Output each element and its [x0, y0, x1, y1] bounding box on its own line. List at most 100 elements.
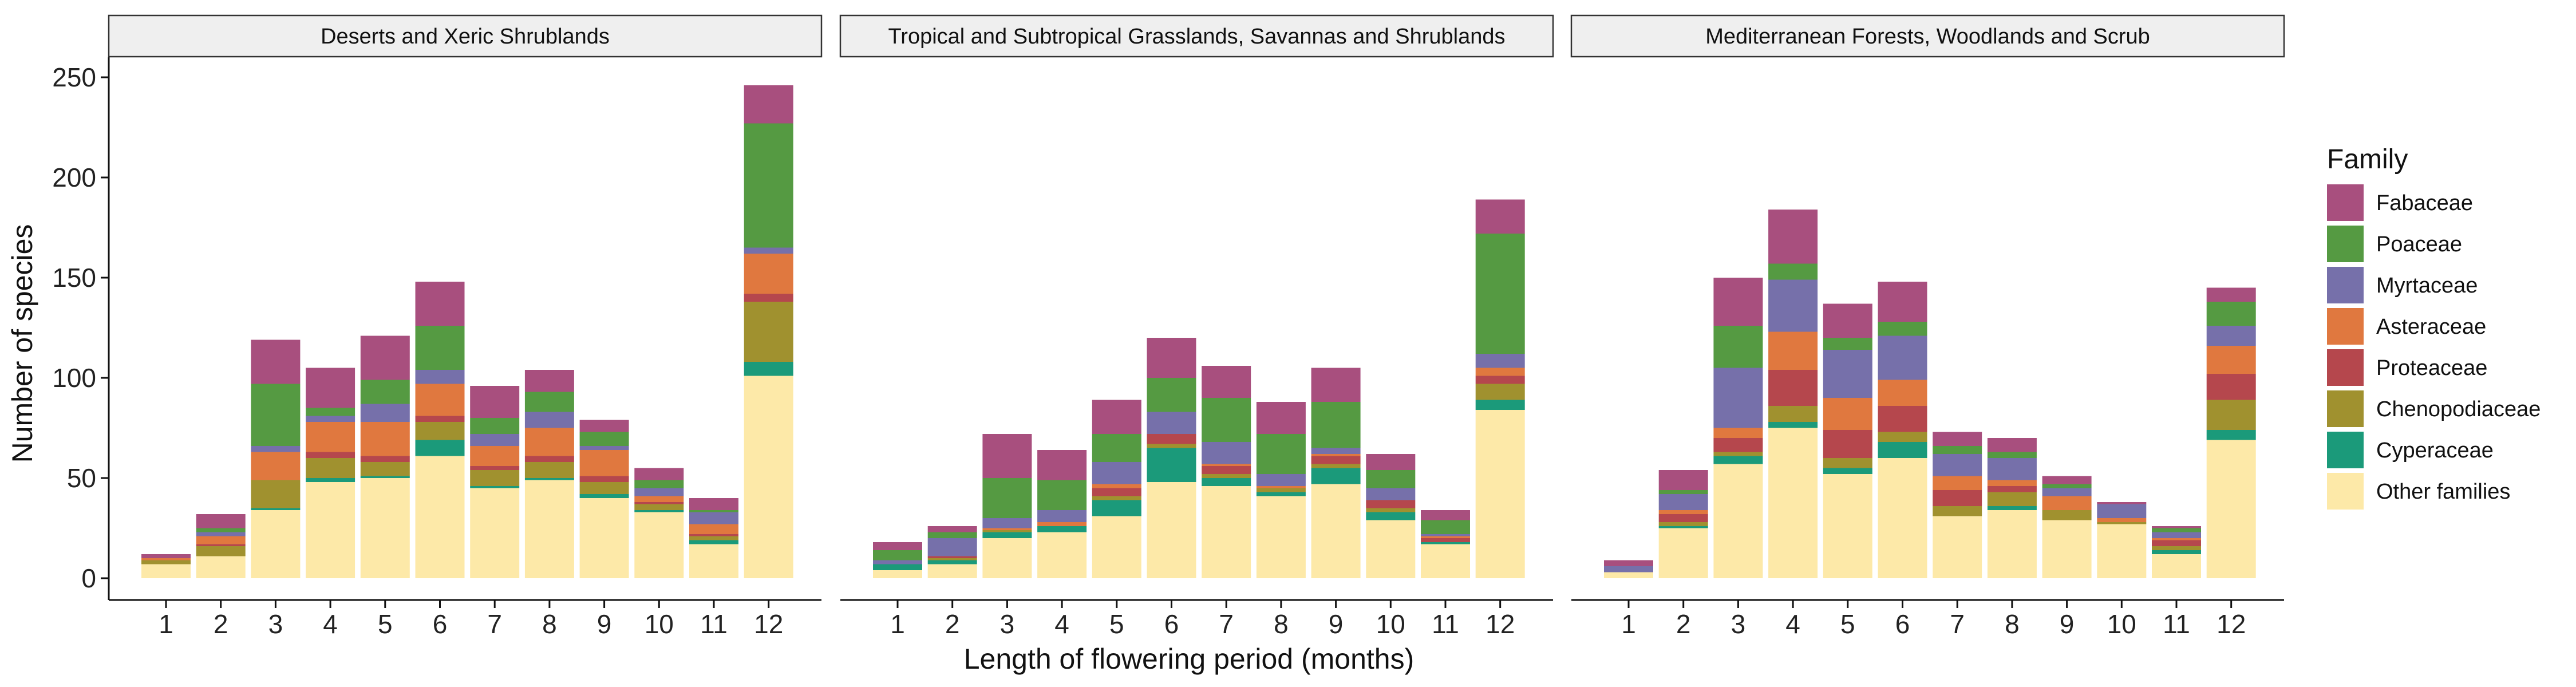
bar-segment — [1037, 510, 1087, 522]
bar-segment — [744, 376, 793, 578]
bar-segment — [2152, 526, 2201, 528]
x-axis-title: Length of flowering period (months) — [964, 643, 1415, 675]
bar-segment — [470, 446, 520, 466]
bar-segment — [927, 526, 977, 532]
bar-segment — [470, 470, 520, 486]
x-tick-label: 1 — [890, 609, 905, 639]
bar-segment — [1366, 512, 1416, 520]
bar-segment — [470, 434, 520, 446]
bar-segment — [1311, 468, 1361, 484]
x-tick-label: 3 — [268, 609, 283, 639]
bar-segment — [1987, 510, 2037, 578]
bar-segment — [579, 446, 629, 450]
x-tick-label: 9 — [597, 609, 612, 639]
legend-swatch — [2327, 432, 2364, 468]
bar-segment — [1878, 282, 1927, 322]
legend-label: Asteraceae — [2376, 315, 2486, 339]
bar-segment — [306, 408, 355, 416]
y-tick-label: 200 — [52, 163, 96, 192]
y-tick-label: 100 — [52, 363, 96, 393]
x-tick-label: 9 — [2060, 609, 2075, 639]
x-tick-label: 10 — [645, 609, 674, 639]
bar-segment — [1768, 263, 1818, 280]
legend-label: Myrtaceae — [2376, 274, 2478, 298]
bar-segment — [982, 538, 1032, 578]
bar-segment — [873, 542, 922, 550]
bar-segment — [470, 488, 520, 578]
bar-segment — [1366, 500, 1416, 508]
bar-segment — [2206, 302, 2256, 326]
bar-segment — [251, 508, 301, 510]
bar-segment — [470, 486, 520, 488]
bar-segment — [306, 368, 355, 408]
bar-segment — [2097, 504, 2147, 518]
bar-segment — [1768, 279, 1818, 332]
bar-segment — [1713, 278, 1763, 326]
bar-segment — [360, 478, 410, 578]
bar-segment — [1987, 458, 2037, 480]
bar-segment — [873, 570, 922, 578]
bar-segment — [1311, 448, 1361, 454]
facet-title: Deserts and Xeric Shrublands — [321, 25, 610, 49]
bar-segment — [1421, 536, 1470, 538]
bar-segment — [1475, 234, 1525, 354]
facet-strip — [1570, 14, 2285, 58]
bar-segment — [689, 512, 738, 524]
legend-label: Chenopodiaceae — [2376, 397, 2541, 421]
bar-segment — [1933, 516, 1982, 578]
bar-segment — [1037, 532, 1087, 578]
bar-segment — [1713, 368, 1763, 428]
bar-segment — [1256, 496, 1306, 578]
bar-segment — [2152, 546, 2201, 550]
facet-strip — [108, 14, 823, 58]
bar-segment — [1878, 406, 1927, 432]
bar-segment — [1823, 430, 1872, 458]
x-tick-label: 8 — [1274, 609, 1289, 639]
bar-segment — [1256, 402, 1306, 434]
bar-segment — [1933, 490, 1982, 506]
bar-segment — [982, 478, 1032, 518]
bar-segment — [2042, 488, 2092, 496]
bar-segment — [1823, 468, 1872, 474]
facet-strip — [839, 14, 1554, 58]
facet-title: Tropical and Subtropical Grasslands, Sav… — [888, 25, 1505, 49]
bar-segment — [1092, 488, 1141, 496]
bar-segment — [579, 482, 629, 494]
bar-segment — [1823, 350, 1872, 398]
bar-segment — [2152, 528, 2201, 532]
bar-segment — [251, 510, 301, 578]
bar-segment — [1311, 484, 1361, 578]
bar-segment — [1713, 452, 1763, 456]
bar-segment — [415, 326, 465, 370]
bar-segment — [1987, 480, 2037, 486]
bar-segment — [1768, 210, 1818, 264]
x-tick-label: 12 — [2217, 609, 2246, 639]
bar-segment — [2206, 326, 2256, 346]
bar-segment — [524, 370, 574, 392]
bar-segment — [415, 456, 465, 578]
x-tick-label: 1 — [159, 609, 173, 639]
bar-segment — [927, 560, 977, 564]
bar-segment — [1878, 322, 1927, 336]
bar-segment — [634, 496, 684, 502]
x-tick-label: 5 — [1109, 609, 1124, 639]
x-tick-label: 11 — [700, 609, 728, 639]
bar-segment — [1713, 464, 1763, 578]
y-tick-label: 250 — [52, 62, 96, 92]
facet-title: Mediterranean Forests, Woodlands and Scr… — [1705, 25, 2150, 49]
x-tick-label: 6 — [1164, 609, 1179, 639]
bar-segment — [141, 554, 191, 558]
bar-segment — [360, 404, 410, 422]
bar-segment — [196, 544, 246, 546]
x-tick-label: 7 — [1219, 609, 1234, 639]
bar-segment — [1147, 378, 1196, 412]
bar-segment — [251, 339, 301, 384]
bar-segment — [1933, 506, 1982, 516]
bar-segment — [1658, 510, 1708, 514]
bar-segment — [1202, 474, 1251, 478]
bar-segment — [1092, 400, 1141, 434]
bar-segment — [1256, 492, 1306, 496]
bar-segment — [634, 468, 684, 480]
bar-segment — [2042, 476, 2092, 484]
bar-segment — [1037, 450, 1087, 480]
